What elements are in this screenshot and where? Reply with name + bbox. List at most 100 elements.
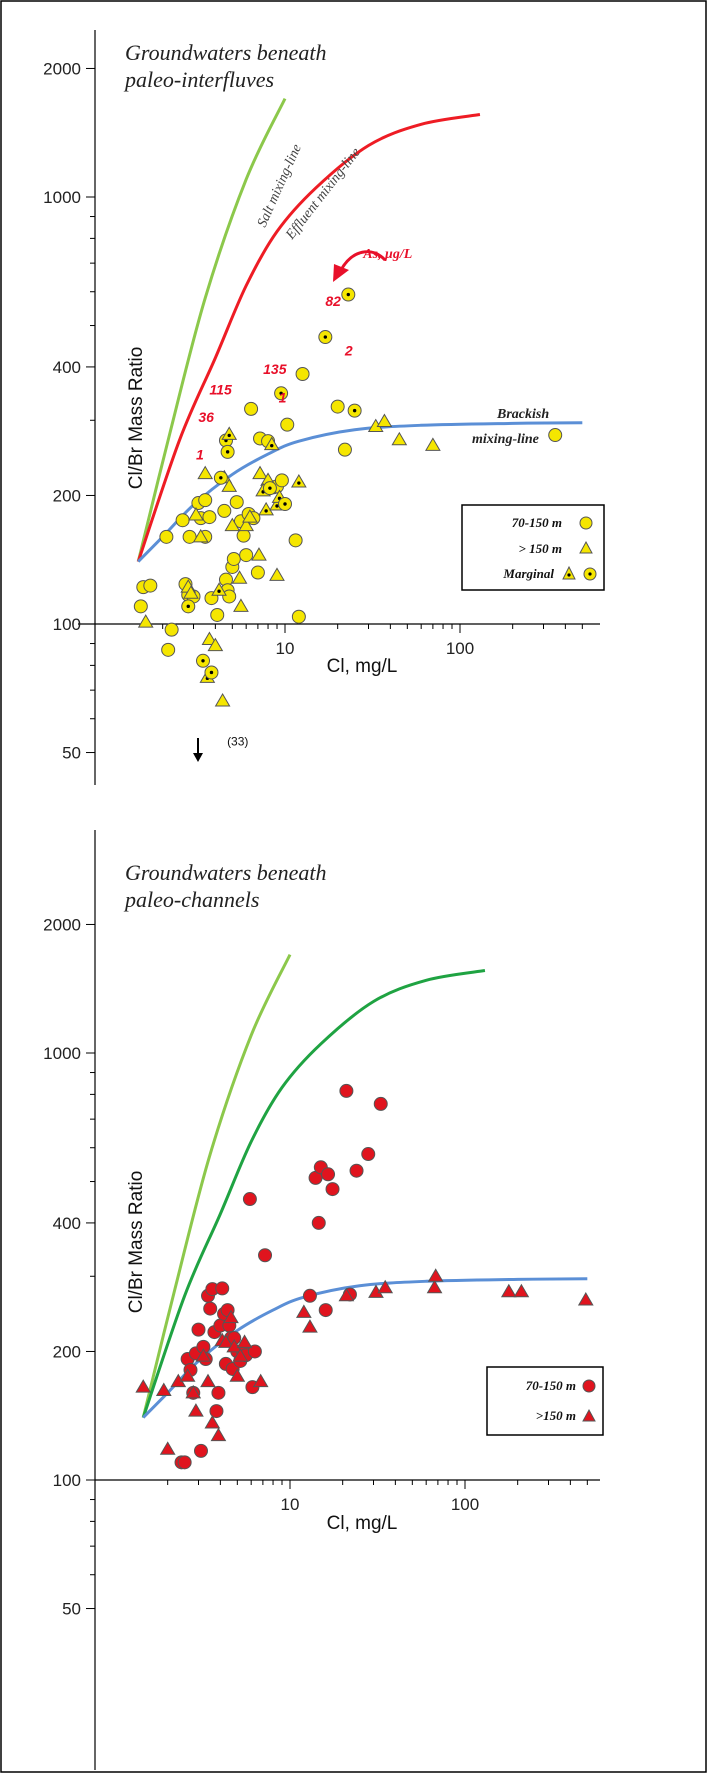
data-point-circle — [258, 1248, 273, 1263]
data-point-circle — [236, 528, 251, 543]
brackish-line-label-2: mixing-line — [472, 432, 539, 447]
brackish-line-label-1: Brackish — [496, 407, 549, 422]
x-axis-label: Cl, mg/L — [327, 1513, 398, 1534]
legend-circle-icon — [582, 1379, 596, 1393]
data-point-triangle — [214, 693, 231, 707]
data-point-circle — [250, 565, 265, 580]
data-point-circle — [161, 642, 176, 657]
data-point-triangle — [195, 1348, 212, 1362]
data-points — [133, 287, 563, 707]
annotation-label: 115 — [209, 381, 232, 397]
x-tick-label: 100 — [451, 1495, 479, 1514]
data-point-triangle — [197, 465, 214, 480]
legend-dotted-triangle-icon — [562, 565, 576, 580]
data-point-dot — [323, 335, 328, 339]
y-tick-label: 200 — [53, 1342, 81, 1361]
data-point-triangle — [302, 1319, 318, 1333]
data-point-triangle — [577, 1291, 594, 1306]
data-point-circle — [177, 1455, 192, 1470]
data-point-triangle — [269, 567, 285, 581]
effluent-mixing-line — [141, 969, 486, 1419]
y-tick-label: 1000 — [43, 1044, 81, 1063]
data-point-triangle — [233, 598, 249, 612]
data-point-triangle — [226, 1338, 243, 1353]
data-point-circle — [288, 533, 303, 548]
annotation-label: 36 — [198, 409, 214, 425]
data-point-circle — [244, 401, 259, 416]
y-tick-label: 100 — [53, 615, 81, 634]
data-point-dot — [225, 450, 230, 454]
data-point-triangle — [513, 1283, 530, 1298]
data-point-triangle — [252, 465, 268, 480]
data-point-dot — [268, 486, 272, 490]
data-point-circle — [302, 1288, 317, 1303]
annotation-label: (33) — [227, 734, 248, 748]
data-point-circle — [226, 551, 241, 566]
data-point-circle — [280, 417, 295, 432]
legend: 70-150 m >150 m — [486, 1366, 604, 1436]
data-point-triangle — [185, 1384, 202, 1399]
data-point-triangle — [192, 528, 209, 543]
legend-box — [486, 1366, 604, 1436]
data-point-triangle — [376, 413, 393, 428]
data-point-triangle — [236, 1334, 253, 1348]
data-point-circle — [143, 578, 158, 593]
legend-triangle-icon — [579, 540, 593, 554]
y-tick-label: 2000 — [43, 915, 81, 934]
data-point-dot — [219, 476, 223, 480]
as-arrow-icon — [339, 250, 387, 271]
data-point-circle — [193, 1443, 208, 1458]
data-point-circle — [239, 548, 254, 563]
down-arrowhead-icon — [193, 753, 203, 762]
data-point-triangle — [188, 507, 204, 521]
data-point-triangle — [221, 478, 238, 492]
data-point-circle — [203, 1301, 218, 1316]
data-point-circle — [242, 1192, 257, 1207]
legend-label-70-150: 70-150 m — [512, 515, 562, 530]
data-point-marginal — [211, 582, 227, 596]
data-point-triangle — [232, 1348, 249, 1362]
data-point-circle — [318, 1303, 333, 1318]
data-point-dot — [186, 604, 190, 609]
legend-dot — [588, 572, 592, 576]
axes: 50 100 200 400 1000 2000 10 100 — [43, 830, 600, 1770]
data-point-marginal — [258, 501, 274, 516]
data-point-triangle — [500, 1283, 517, 1298]
y-tick-label: 400 — [53, 1214, 81, 1233]
salt-mixing-line — [136, 97, 287, 562]
data-point-circle — [295, 367, 310, 382]
chart-interfluves: Groundwaters beneath paleo-interfluves 5… — [43, 30, 605, 785]
data-point-triangle — [426, 1279, 443, 1294]
x-axis-label: Cl, mg/L — [327, 656, 398, 677]
data-point-triangle — [137, 614, 154, 628]
data-point-triangle — [204, 1414, 221, 1429]
data-point-triangle — [155, 1382, 172, 1397]
data-point-circle — [229, 495, 244, 510]
data-point-triangle — [427, 1268, 444, 1282]
data-point-circle — [291, 609, 306, 624]
annotation-label: 1 — [196, 446, 204, 462]
y-axis-label: Cl/Br Mass Ratio — [126, 347, 147, 490]
data-point-triangle — [224, 517, 241, 532]
data-point-dot — [264, 509, 268, 513]
annotation-label: As, μg/L — [362, 247, 412, 262]
legend-dot — [567, 573, 571, 577]
data-point-circle — [209, 1404, 224, 1419]
data-point-circle — [247, 1344, 262, 1359]
data-point-marginal — [263, 436, 280, 451]
data-point-circle — [274, 473, 289, 488]
annotation-label: 135 — [263, 361, 287, 377]
annotation-label: 2 — [344, 343, 353, 359]
data-point-triangle — [338, 1287, 355, 1302]
x-tick-label: 10 — [276, 639, 295, 658]
y-tick-label: 100 — [53, 1471, 81, 1490]
salt-mixing-line — [141, 953, 292, 1418]
data-point-circle — [215, 1281, 230, 1296]
data-point-circle — [339, 1083, 354, 1098]
data-point-triangle — [229, 1368, 246, 1382]
chart-subtitle: paleo-channels — [123, 887, 259, 912]
legend-box — [461, 504, 605, 591]
data-point-marginal — [221, 426, 238, 440]
data-point-circle — [202, 510, 217, 525]
